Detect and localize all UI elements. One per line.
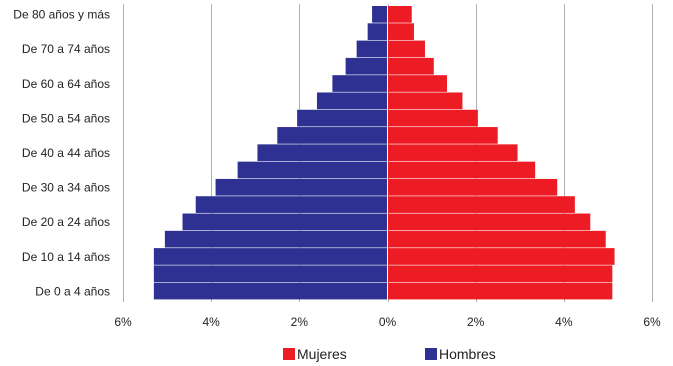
x-tick-label-4: 2% — [467, 315, 485, 329]
legend: Mujeres Hombres — [283, 346, 496, 362]
bar-mujeres-3 — [387, 230, 606, 248]
category-label-2: De 20 a 24 años — [22, 215, 110, 229]
category-label-5: De 50 a 54 años — [22, 111, 110, 125]
bar-hombres-7 — [237, 161, 388, 179]
category-label-3: De 30 a 34 años — [22, 181, 110, 195]
category-labels: De 0 a 4 años De 10 a 14 años De 20 a 24 a… — [13, 8, 110, 299]
category-label-6: De 60 a 64 años — [22, 77, 110, 91]
category-label-7: De 70 a 74 años — [22, 42, 110, 56]
bar-hombres-11 — [316, 92, 388, 110]
bar-mujeres-12 — [387, 75, 448, 92]
legend-label-mujeres: Mujeres — [297, 346, 347, 362]
legend-swatch-hombres — [425, 348, 437, 360]
bar-mujeres-6 — [387, 178, 558, 196]
category-label-8: De 80 años y más — [13, 8, 110, 22]
x-tick-label-5: 4% — [555, 315, 573, 329]
bar-hombres-9 — [277, 127, 388, 144]
bar-hombres-10 — [297, 109, 388, 127]
x-tick-label-2: 2% — [291, 315, 309, 329]
bar-hombres-12 — [332, 75, 388, 92]
bar-hombres-0 — [153, 282, 388, 300]
bar-mujeres-4 — [387, 213, 591, 231]
bar-mujeres-14 — [387, 40, 425, 58]
bars — [153, 6, 615, 300]
bar-mujeres-2 — [387, 248, 615, 265]
bar-hombres-3 — [164, 230, 388, 248]
bar-mujeres-10 — [387, 109, 478, 127]
legend-swatch-mujeres — [283, 348, 295, 360]
bar-mujeres-9 — [387, 127, 498, 144]
bar-hombres-4 — [182, 213, 388, 231]
bar-mujeres-0 — [387, 282, 613, 300]
bar-hombres-14 — [356, 40, 388, 58]
bar-hombres-8 — [257, 144, 388, 162]
bar-hombres-5 — [195, 196, 388, 213]
category-label-4: De 40 a 44 años — [22, 146, 110, 160]
x-axis-ticks: 6% 4% 2% 0% 2% 4% 6% — [114, 315, 661, 329]
bar-mujeres-13 — [387, 57, 434, 75]
bar-hombres-6 — [215, 178, 388, 196]
bar-mujeres-11 — [387, 92, 463, 110]
bar-mujeres-16 — [387, 6, 412, 23]
bar-mujeres-8 — [387, 144, 518, 162]
category-label-1: De 10 a 14 años — [22, 250, 110, 264]
x-tick-label-3: 0% — [379, 315, 397, 329]
bar-mujeres-7 — [387, 161, 536, 179]
x-tick-label-0: 6% — [114, 315, 132, 329]
x-tick-label-6: 6% — [643, 315, 661, 329]
bar-hombres-13 — [345, 57, 388, 75]
bar-hombres-15 — [367, 23, 388, 40]
bar-hombres-16 — [372, 6, 388, 23]
legend-label-hombres: Hombres — [439, 346, 496, 362]
bar-mujeres-5 — [387, 196, 575, 213]
bar-mujeres-15 — [387, 23, 414, 40]
bar-mujeres-1 — [387, 265, 613, 283]
category-label-0: De 0 a 4 años — [35, 284, 110, 298]
bar-hombres-1 — [153, 265, 388, 283]
bar-hombres-2 — [153, 248, 388, 265]
x-tick-label-1: 4% — [202, 315, 220, 329]
